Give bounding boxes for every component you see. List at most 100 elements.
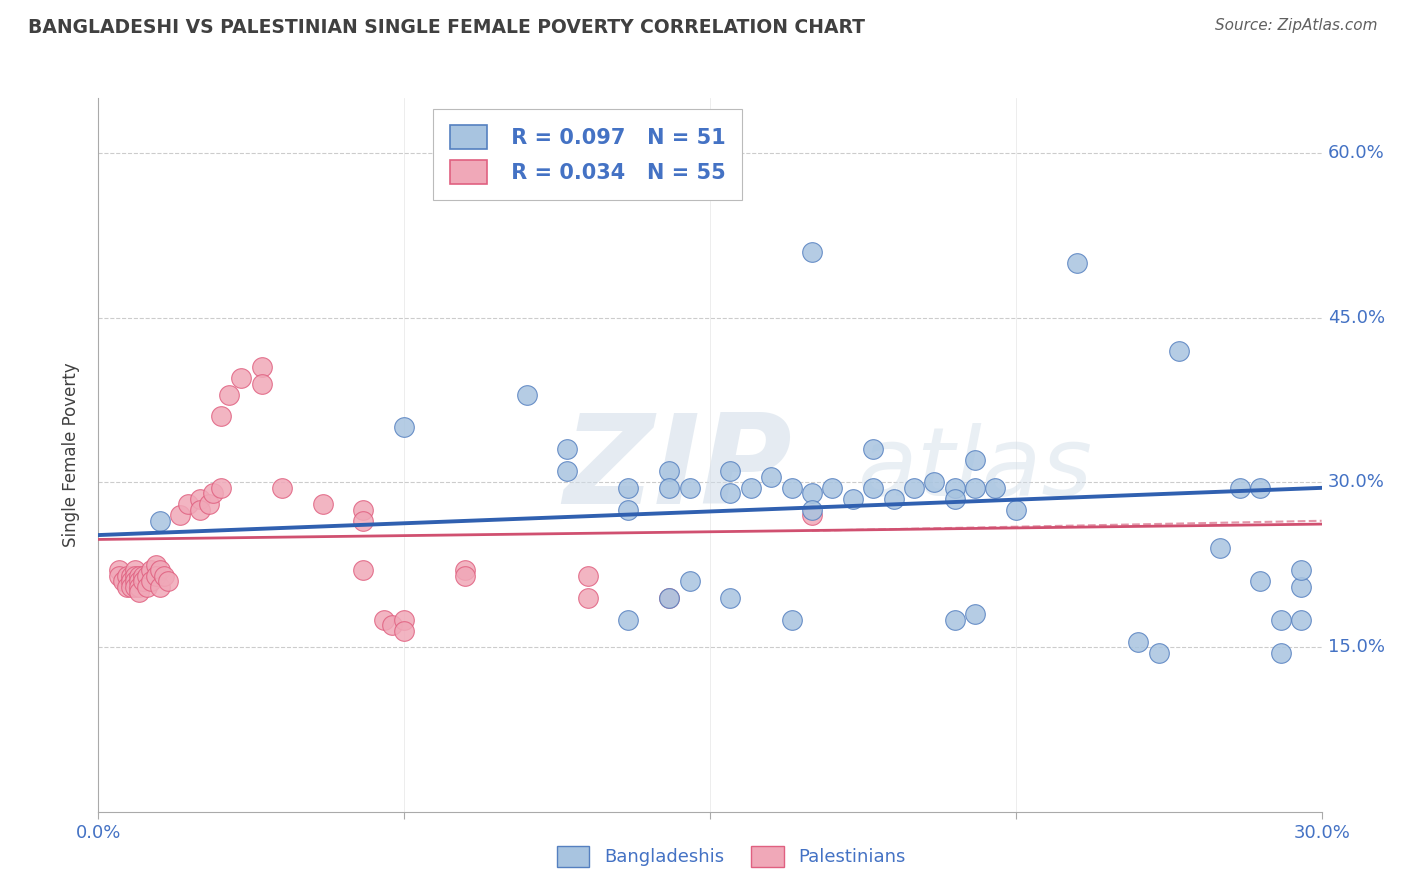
Point [132, 568, 155, 582]
Point [141, 574, 163, 589]
Point [209, 481, 232, 495]
Point [218, 387, 240, 401]
Point [152, 568, 174, 582]
Point [1229, 481, 1251, 495]
Point [801, 503, 824, 517]
Point [718, 486, 742, 500]
Point [156, 574, 179, 589]
Text: 60.0%: 60.0% [1327, 144, 1385, 162]
Point [1004, 503, 1026, 517]
Point [136, 580, 159, 594]
Point [352, 514, 374, 528]
Point [149, 580, 172, 594]
Point [132, 574, 155, 589]
Point [120, 580, 142, 594]
Point [128, 585, 150, 599]
Point [862, 442, 884, 457]
Point [658, 464, 681, 478]
Point [801, 508, 824, 523]
Point [740, 481, 762, 495]
Point [1209, 541, 1232, 556]
Point [679, 574, 702, 589]
Point [555, 464, 579, 478]
Point [943, 491, 966, 506]
Point [270, 481, 294, 495]
Point [679, 481, 702, 495]
Point [883, 491, 905, 506]
Point [115, 580, 138, 594]
Text: Source: ZipAtlas.com: Source: ZipAtlas.com [1215, 18, 1378, 33]
Point [128, 580, 150, 594]
Point [392, 420, 416, 434]
Point [392, 624, 416, 638]
Point [576, 568, 599, 582]
Point [145, 568, 167, 582]
Point [381, 618, 404, 632]
Point [761, 470, 783, 484]
Point [658, 481, 681, 495]
Point [188, 503, 212, 517]
Point [128, 574, 150, 589]
Point [922, 475, 945, 490]
Point [617, 481, 640, 495]
Text: 30.0%: 30.0% [1327, 474, 1385, 491]
Point [149, 563, 172, 577]
Point [136, 568, 159, 582]
Point [658, 591, 681, 605]
Legend: Bangladeshis, Palestinians: Bangladeshis, Palestinians [550, 838, 912, 874]
Point [780, 613, 803, 627]
Point [943, 481, 966, 495]
Point [617, 613, 640, 627]
Point [1249, 574, 1271, 589]
Point [903, 481, 925, 495]
Point [862, 481, 884, 495]
Point [108, 563, 131, 577]
Point [209, 409, 232, 424]
Text: 45.0%: 45.0% [1327, 309, 1385, 326]
Point [821, 481, 844, 495]
Point [197, 497, 219, 511]
Point [555, 442, 579, 457]
Point [965, 607, 987, 621]
Point [617, 503, 640, 517]
Text: 15.0%: 15.0% [1327, 638, 1385, 656]
Point [658, 591, 681, 605]
Point [801, 244, 824, 259]
Point [780, 481, 803, 495]
Y-axis label: Single Female Poverty: Single Female Poverty [62, 363, 80, 547]
Point [177, 497, 200, 511]
Point [120, 574, 142, 589]
Point [149, 514, 172, 528]
Text: BANGLADESHI VS PALESTINIAN SINGLE FEMALE POVERTY CORRELATION CHART: BANGLADESHI VS PALESTINIAN SINGLE FEMALE… [28, 18, 865, 37]
Point [1291, 563, 1313, 577]
Point [124, 574, 146, 589]
Point [141, 563, 163, 577]
Point [1291, 613, 1313, 627]
Point [1249, 481, 1271, 495]
Point [352, 563, 374, 577]
Point [312, 497, 335, 511]
Point [1128, 634, 1150, 648]
Point [111, 574, 134, 589]
Point [965, 481, 987, 495]
Point [1066, 256, 1088, 270]
Point [115, 568, 138, 582]
Point [124, 568, 146, 582]
Point [454, 568, 477, 582]
Point [1270, 646, 1292, 660]
Point [250, 360, 273, 375]
Point [984, 481, 1007, 495]
Point [392, 613, 416, 627]
Point [1167, 343, 1189, 358]
Point [516, 387, 538, 401]
Point [718, 591, 742, 605]
Point [169, 508, 191, 523]
Point [841, 491, 863, 506]
Point [120, 568, 142, 582]
Point [1147, 646, 1170, 660]
Point [373, 613, 395, 627]
Point [128, 568, 150, 582]
Point [145, 558, 167, 572]
Point [576, 591, 599, 605]
Point [188, 491, 212, 506]
